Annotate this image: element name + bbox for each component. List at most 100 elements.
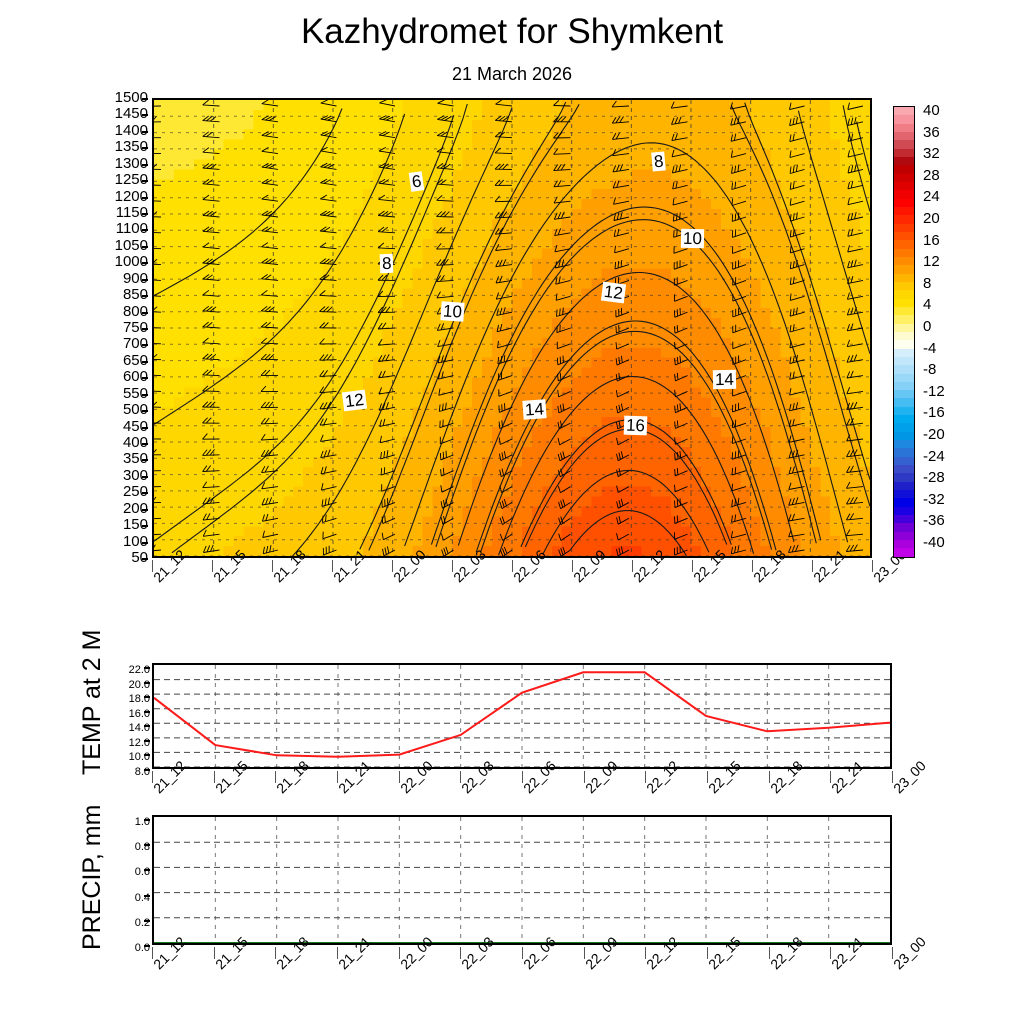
y-tick-mark <box>142 229 148 232</box>
colorbar-segment <box>894 531 914 541</box>
precip-x-tick-mark <box>830 947 832 959</box>
y-tick-label: 350 <box>122 450 148 468</box>
xsec-x-tick-mark <box>212 560 213 572</box>
colorbar-segment <box>894 290 914 299</box>
y-tick-label: 0.6 <box>134 866 150 879</box>
y-tick-label: 750 <box>122 319 148 336</box>
contour-label: 12 <box>341 389 368 412</box>
colorbar-segment <box>894 107 914 116</box>
temp-axis-caption: TEMP at 2 M <box>78 629 106 775</box>
xsec-x-tick-mark <box>692 560 693 572</box>
y-tick-label: 500 <box>122 401 148 419</box>
colorbar-segment <box>894 348 914 357</box>
colorbar-tick-label: -36 <box>923 512 945 530</box>
y-tick-label: 8.0 <box>134 766 150 778</box>
y-tick-label: 850 <box>122 286 148 304</box>
y-tick-label: 550 <box>122 384 148 402</box>
y-tick-label: 1350 <box>114 138 148 156</box>
colorbar-segment <box>894 481 914 491</box>
colorbar-tick-label: 32 <box>923 145 940 163</box>
contour-label: 8 <box>379 253 395 274</box>
y-tick-mark <box>142 541 148 544</box>
colorbar-tick-label: 40 <box>923 102 940 119</box>
y-tick-label: 0.4 <box>134 891 150 904</box>
temp-at-2m-plot <box>152 663 892 769</box>
y-tick-label: 0.8 <box>134 841 150 854</box>
precip-x-tick-mark <box>337 947 338 959</box>
precip-plot <box>152 815 892 945</box>
precip-x-tick-mark <box>583 947 585 959</box>
y-tick-label: 0.0 <box>134 942 150 954</box>
colorbar-segment <box>894 390 914 399</box>
colorbar <box>893 106 915 558</box>
y-tick-mark <box>142 262 148 265</box>
y-tick-label: 200 <box>122 499 148 517</box>
y-tick-mark <box>142 558 148 560</box>
temp-x-tick-mark <box>707 771 708 783</box>
colorbar-tick-label: -32 <box>923 490 945 508</box>
colorbar-segment <box>894 373 914 382</box>
y-tick-label: 1250 <box>114 171 148 189</box>
colorbar-segment <box>894 415 914 424</box>
y-tick-mark <box>142 328 148 330</box>
y-tick-mark <box>142 245 148 248</box>
contour-label: 14 <box>713 370 737 390</box>
colorbar-tick-label: 20 <box>923 210 940 227</box>
y-tick-label: 18.0 <box>128 693 150 706</box>
y-tick-label: 50 <box>131 549 148 566</box>
y-tick-mark <box>144 710 150 713</box>
y-tick-mark <box>142 426 148 429</box>
temp-line-series <box>154 665 890 767</box>
colorbar-segment <box>894 398 914 407</box>
precip-x-tick-mark <box>645 947 647 959</box>
colorbar-tick-label: -12 <box>923 382 945 400</box>
temp-x-tick-mark <box>152 771 153 783</box>
colorbar-segment <box>894 131 914 141</box>
xsec-x-tick-mark <box>752 560 753 572</box>
contour-label: 14 <box>522 399 548 420</box>
colorbar-segment <box>894 190 914 199</box>
colorbar-segment <box>894 523 914 532</box>
precip-axis-caption: PRECIP, mm <box>78 804 106 950</box>
colorbar-segment <box>894 365 914 374</box>
colorbar-tick-label: 12 <box>923 253 940 271</box>
precip-x-tick-mark <box>768 947 770 959</box>
y-tick-mark <box>142 525 148 528</box>
colorbar-segment <box>894 540 914 549</box>
precip-x-tick-mark <box>892 947 893 959</box>
y-tick-label: 1400 <box>114 121 148 139</box>
y-tick-label: 14.0 <box>128 722 150 735</box>
colorbar-segment <box>894 340 914 349</box>
colorbar-segment <box>894 306 914 316</box>
y-tick-label: 1100 <box>115 220 148 238</box>
precip-x-tick-mark <box>398 947 400 959</box>
colorbar-segment <box>894 381 914 391</box>
y-tick-mark <box>144 869 150 872</box>
y-tick-mark <box>142 163 148 166</box>
cross-section-y-axis: 1500 1450 1400 1350 1300 1250 1200 1150 1100 1050… <box>96 90 148 565</box>
temp-x-tick-mark <box>768 771 770 783</box>
colorbar-segment <box>894 165 914 174</box>
temp-x-tick-mark <box>213 771 215 783</box>
precip-line-series <box>154 817 890 943</box>
y-tick-mark <box>144 894 150 897</box>
y-tick-mark <box>142 492 148 495</box>
y-tick-mark <box>142 180 148 183</box>
y-tick-mark <box>144 819 150 821</box>
colorbar-segment <box>894 215 914 224</box>
temp-x-tick-mark <box>830 771 832 783</box>
contour-label: 8 <box>651 151 667 172</box>
y-tick-mark <box>142 278 148 281</box>
y-tick-mark <box>142 508 148 511</box>
y-tick-label: 700 <box>122 335 148 353</box>
y-tick-label: 800 <box>122 302 148 320</box>
colorbar-tick-label: 28 <box>923 166 940 184</box>
colorbar-segment <box>894 323 914 332</box>
y-tick-mark <box>142 360 148 363</box>
xsec-x-tick-mark <box>152 560 153 572</box>
temperature-cross-section-plot: 6 8 8 10 10 12 12 14 14 16 <box>152 98 872 558</box>
xsec-x-tick-mark <box>392 560 393 572</box>
y-tick-label: 400 <box>122 434 148 451</box>
colorbar-segment <box>894 181 914 191</box>
y-tick-mark <box>144 725 150 728</box>
